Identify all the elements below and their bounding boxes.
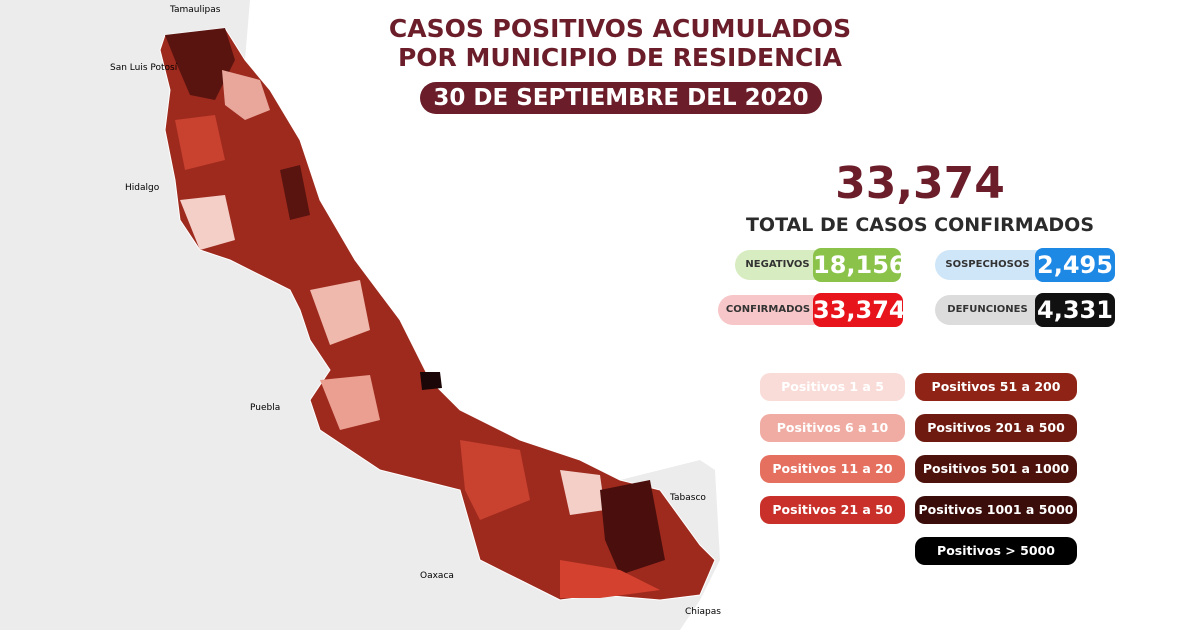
stat-label: CONFIRMADOS	[718, 295, 818, 325]
region-dark	[280, 165, 310, 220]
state-label: Chiapas	[685, 607, 721, 617]
region-dark	[600, 480, 665, 575]
title-line: CASOS POSITIVOS ACUMULADOS	[388, 14, 852, 43]
region-black	[420, 372, 442, 390]
region-light	[180, 195, 235, 250]
region-light	[560, 470, 605, 515]
stat-value: 18,156	[813, 248, 906, 282]
legend-item: Positivos 201 a 500	[915, 414, 1077, 442]
legend-item: Positivos > 5000	[915, 537, 1077, 565]
state-label: Hidalgo	[125, 183, 160, 193]
legend-item: Positivos 21 a 50	[760, 496, 905, 524]
date: 30 DE SEPTIEMBRE DEL 2020	[420, 82, 822, 114]
state-label: Oaxaca	[420, 571, 454, 581]
region-mid	[460, 440, 530, 520]
stat-value: 2,495	[1035, 248, 1115, 282]
stat-label: SOSPECHOSOS	[935, 250, 1040, 280]
state-label: Tabasco	[669, 493, 706, 503]
legend-item: Positivos 11 a 20	[760, 455, 905, 483]
region-mid	[560, 560, 660, 598]
legend-item: Positivos 501 a 1000	[915, 455, 1077, 483]
legend-item: Positivos 51 a 200	[915, 373, 1077, 401]
stat-value: 4,331	[1035, 293, 1115, 327]
legend-item: Positivos 6 a 10	[760, 414, 905, 442]
total-number: 33,374	[835, 158, 1005, 209]
total-label: TOTAL DE CASOS CONFIRMADOS	[745, 214, 1095, 236]
title-line: POR MUNICIPIO DE RESIDENCIA	[397, 43, 843, 72]
state-label: San Luis Potosí	[110, 63, 178, 73]
region-dark	[165, 28, 235, 100]
stat-label: NEGATIVOS	[735, 250, 820, 280]
region-light	[310, 280, 370, 345]
state-label: Tamaulipas	[169, 5, 221, 15]
region-light	[222, 70, 270, 120]
stat-label: DEFUNCIONES	[935, 295, 1040, 325]
legend-item: Positivos 1 a 5	[760, 373, 905, 401]
region-mid	[175, 115, 225, 170]
state-label: Puebla	[250, 403, 280, 413]
title: CASOS POSITIVOS ACUMULADOS POR MUNICIPIO …	[330, 14, 910, 72]
map: Tamaulipas San Luis Potosí Hidalgo Puebl…	[0, 0, 721, 630]
stat-value: 33,374	[813, 293, 906, 327]
legend-item: Positivos 1001 a 5000	[915, 496, 1077, 524]
region-light	[320, 375, 380, 430]
